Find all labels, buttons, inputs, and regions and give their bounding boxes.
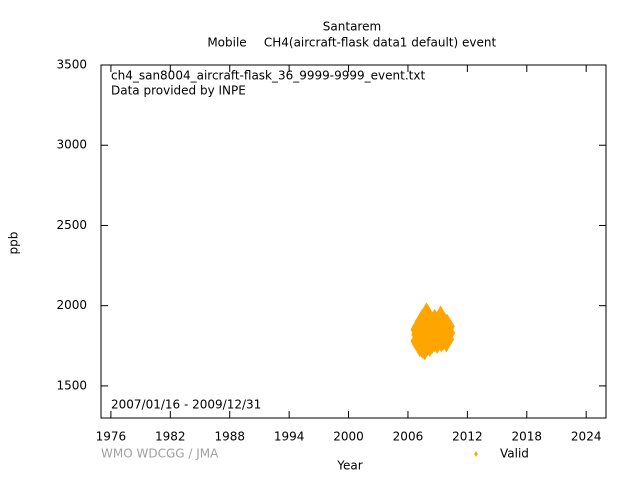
annotation: 2007/01/16 - 2009/12/31 bbox=[111, 398, 261, 412]
data-point bbox=[439, 319, 456, 346]
y-tick-label: 2500 bbox=[56, 218, 87, 232]
legend-label: Valid bbox=[500, 447, 529, 461]
x-axis-label: Year bbox=[336, 459, 362, 473]
annotation: ch4_san8004_aircraft-flask_36_9999-9999_… bbox=[111, 69, 425, 83]
x-tick-label: 1976 bbox=[96, 430, 127, 444]
y-tick-label: 3500 bbox=[56, 58, 87, 72]
x-tick-label: 2018 bbox=[512, 430, 543, 444]
chart-subtitle: Mobile bbox=[207, 36, 246, 50]
x-tick-label: 2024 bbox=[571, 430, 602, 444]
y-tick-label: 2000 bbox=[56, 298, 87, 312]
legend-marker bbox=[474, 451, 478, 457]
y-tick-label: 3000 bbox=[56, 138, 87, 152]
annotation: Data provided by INPE bbox=[111, 84, 246, 98]
x-tick-label: 1988 bbox=[214, 430, 245, 444]
y-tick-label: 1500 bbox=[56, 378, 87, 392]
x-tick-label: 1994 bbox=[274, 430, 305, 444]
x-tick-label: 2006 bbox=[393, 430, 424, 444]
x-tick-label: 2000 bbox=[333, 430, 364, 444]
chart-subtitle: CH4(aircraft-flask data1 default) event bbox=[264, 36, 497, 50]
credit: WMO WDCGG / JMA bbox=[101, 447, 219, 461]
x-tick-label: 1982 bbox=[155, 430, 186, 444]
x-tick-label: 2012 bbox=[452, 430, 483, 444]
y-axis-label: ppb bbox=[7, 232, 21, 255]
plot-frame bbox=[100, 64, 607, 419]
chart-title: Santarem bbox=[323, 20, 381, 34]
